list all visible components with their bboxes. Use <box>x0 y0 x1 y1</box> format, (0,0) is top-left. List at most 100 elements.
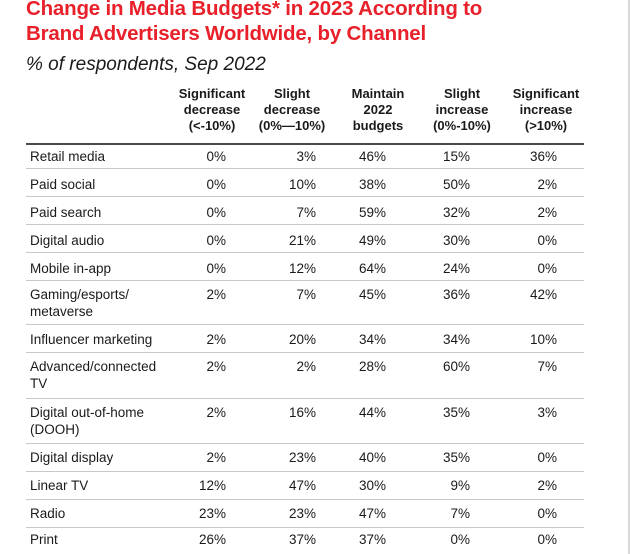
row-label: Paid social <box>30 176 95 193</box>
cell-slight_dec: 10% <box>288 177 316 192</box>
cell-sig_dec: 26% <box>198 532 226 547</box>
cell-slight_inc: 0% <box>450 532 470 547</box>
column-header-line: 2022 <box>363 102 393 117</box>
cell-maintain: 59% <box>358 205 386 220</box>
row-label: Mobile in-app <box>30 260 111 277</box>
column-header-line: (0%—10%) <box>258 118 326 133</box>
row-label-line: Radio <box>30 506 66 521</box>
cell-maintain: 47% <box>358 506 386 521</box>
row-label-line: Digital display <box>30 450 114 465</box>
row-label-line: TV <box>30 376 48 391</box>
column-header-line: Slight <box>443 86 481 101</box>
row-label: Digital out-of-home (DOOH) <box>30 404 144 438</box>
column-header-line: (0%-10%) <box>433 118 491 133</box>
cell-maintain: 64% <box>358 261 386 276</box>
cell-slight_dec: 47% <box>288 478 316 493</box>
cell-sig_inc: 2% <box>537 205 557 220</box>
cell-slight_inc: 9% <box>450 478 470 493</box>
cell-maintain: 46% <box>358 149 386 164</box>
cell-slight_inc: 7% <box>450 506 470 521</box>
cell-slight_inc: 50% <box>442 177 470 192</box>
row-label: Paid search <box>30 204 101 221</box>
cell-slight_inc: 36% <box>442 287 470 302</box>
chart-subtitle: % of respondents, Sep 2022 <box>26 54 266 75</box>
cell-sig_dec: 2% <box>206 450 226 465</box>
row-divider <box>26 471 584 472</box>
column-header-slight_inc: Slight increase (0%-10%) <box>419 86 505 134</box>
cell-slight_dec: 3% <box>296 149 316 164</box>
cell-maintain: 28% <box>358 359 386 374</box>
row-divider <box>26 196 584 197</box>
cell-slight_inc: 24% <box>442 261 470 276</box>
cell-sig_dec: 23% <box>198 506 226 521</box>
cell-slight_dec: 2% <box>296 359 316 374</box>
cell-sig_dec: 2% <box>206 405 226 420</box>
cell-slight_dec: 7% <box>296 287 316 302</box>
column-header-line: (>10%) <box>524 118 568 133</box>
row-divider <box>26 324 584 325</box>
cell-sig_inc: 42% <box>529 287 557 302</box>
cell-sig_inc: 0% <box>537 450 557 465</box>
cell-sig_dec: 2% <box>206 332 226 347</box>
cell-sig_inc: 36% <box>529 149 557 164</box>
row-divider <box>26 443 584 444</box>
row-label: Digital audio <box>30 232 104 249</box>
column-header-sig_inc: Significant increase (>10%) <box>503 86 589 134</box>
row-label-line: Paid social <box>30 177 96 192</box>
column-header-line: (<-10%) <box>188 118 236 133</box>
row-label: Digital display <box>30 449 113 466</box>
chart-title-line-2: Brand Advertisers Worldwide, by Channel <box>26 22 427 45</box>
row-label-line: Paid search <box>30 205 102 220</box>
cell-slight_inc: 35% <box>442 450 470 465</box>
cell-sig_inc: 10% <box>529 332 557 347</box>
column-header-maintain: Maintain 2022 budgets <box>335 86 421 134</box>
cell-sig_dec: 0% <box>206 233 226 248</box>
row-divider <box>26 398 584 399</box>
row-label-line: (DOOH) <box>30 422 80 437</box>
row-label: Gaming/esports/metaverse <box>30 286 129 320</box>
column-header-line: Maintain <box>351 86 405 101</box>
cell-sig_inc: 0% <box>537 506 557 521</box>
row-divider <box>26 499 584 500</box>
row-label-line: Retail media <box>30 149 106 164</box>
cell-sig_inc: 3% <box>537 405 557 420</box>
row-label-line: Digital audio <box>30 233 105 248</box>
cell-slight_inc: 35% <box>442 405 470 420</box>
column-header-sig_dec: Significant decrease (<-10%) <box>169 86 255 134</box>
cell-slight_dec: 20% <box>288 332 316 347</box>
cell-maintain: 38% <box>358 177 386 192</box>
row-label: Linear TV <box>30 477 88 494</box>
column-header-line: Significant <box>512 86 580 101</box>
chart-title: Change in Media Budgets* in 2023 Accordi… <box>26 0 626 46</box>
cell-sig_dec: 0% <box>206 177 226 192</box>
cell-maintain: 44% <box>358 405 386 420</box>
header-divider <box>26 143 584 145</box>
row-label-line: Gaming/esports/ <box>30 287 130 302</box>
column-header-line: budgets <box>352 118 404 133</box>
row-divider <box>26 224 584 225</box>
cell-sig_dec: 0% <box>206 261 226 276</box>
row-label-line: metaverse <box>30 304 94 319</box>
chart-title-line-1: Change in Media Budgets* in 2023 Accordi… <box>26 0 483 20</box>
cell-slight_dec: 23% <box>288 450 316 465</box>
cell-sig_dec: 2% <box>206 359 226 374</box>
cell-maintain: 45% <box>358 287 386 302</box>
cell-sig_dec: 12% <box>198 478 226 493</box>
row-label-line: Advanced/connected <box>30 359 157 374</box>
cell-sig_dec: 0% <box>206 205 226 220</box>
column-header-line: decrease <box>183 102 241 117</box>
cell-slight_dec: 23% <box>288 506 316 521</box>
cell-maintain: 30% <box>358 478 386 493</box>
cell-slight_dec: 37% <box>288 532 316 547</box>
cell-maintain: 40% <box>358 450 386 465</box>
row-label-line: Mobile in-app <box>30 261 112 276</box>
row-label-line: Digital out-of-home <box>30 405 145 420</box>
row-divider <box>26 280 584 281</box>
cell-sig_inc: 7% <box>537 359 557 374</box>
page-edge-divider <box>628 0 630 554</box>
row-divider <box>26 168 584 169</box>
cell-slight_dec: 12% <box>288 261 316 276</box>
cell-slight_dec: 16% <box>288 405 316 420</box>
cell-sig_inc: 0% <box>537 261 557 276</box>
column-header-line: increase <box>519 102 573 117</box>
